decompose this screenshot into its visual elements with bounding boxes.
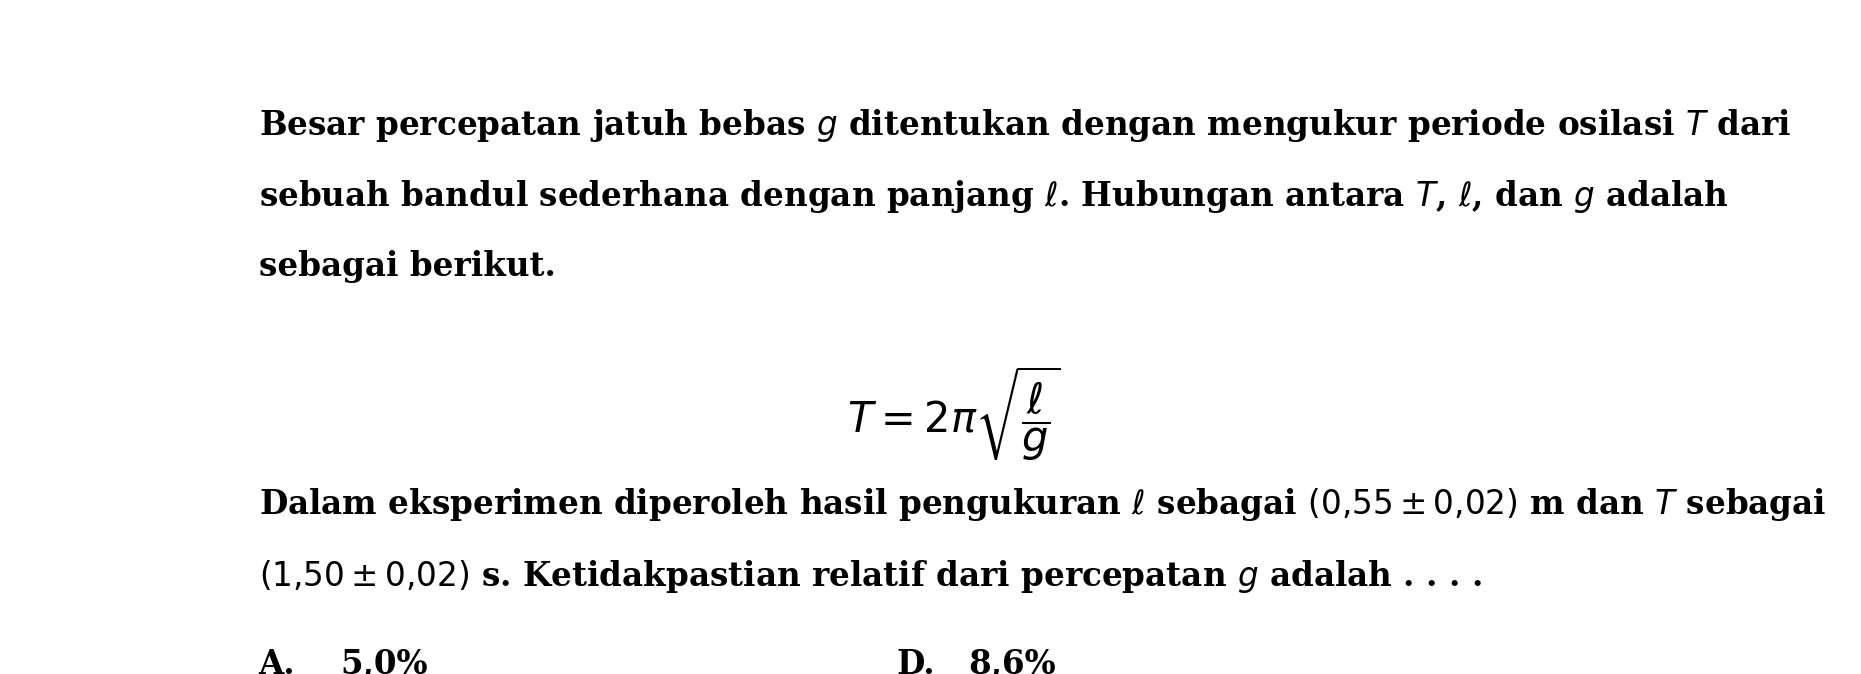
Text: $(1{,}50 \pm 0{,}02)$ s. Ketidakpastian relatif dari percepatan $g$ adalah . . .: $(1{,}50 \pm 0{,}02)$ s. Ketidakpastian … [259, 558, 1481, 595]
Text: D.: D. [897, 648, 934, 674]
Text: $T = 2\pi\sqrt{\dfrac{\ell}{g}}$: $T = 2\pi\sqrt{\dfrac{\ell}{g}}$ [847, 365, 1061, 464]
Text: 5,0%: 5,0% [341, 648, 428, 674]
Text: A.: A. [259, 648, 296, 674]
Text: 8,6%: 8,6% [968, 648, 1055, 674]
Text: Dalam eksperimen diperoleh hasil pengukuran $\ell$ sebagai $(0{,}55 \pm 0{,}02)$: Dalam eksperimen diperoleh hasil penguku… [259, 487, 1826, 524]
Text: sebuah bandul sederhana dengan panjang $\ell$. Hubungan antara $T$, $\ell$, dan : sebuah bandul sederhana dengan panjang $… [259, 179, 1729, 216]
Text: Besar percepatan jatuh bebas $g$ ditentukan dengan mengukur periode osilasi $T$ : Besar percepatan jatuh bebas $g$ ditentu… [259, 106, 1790, 144]
Text: sebagai berikut.: sebagai berikut. [259, 250, 555, 283]
